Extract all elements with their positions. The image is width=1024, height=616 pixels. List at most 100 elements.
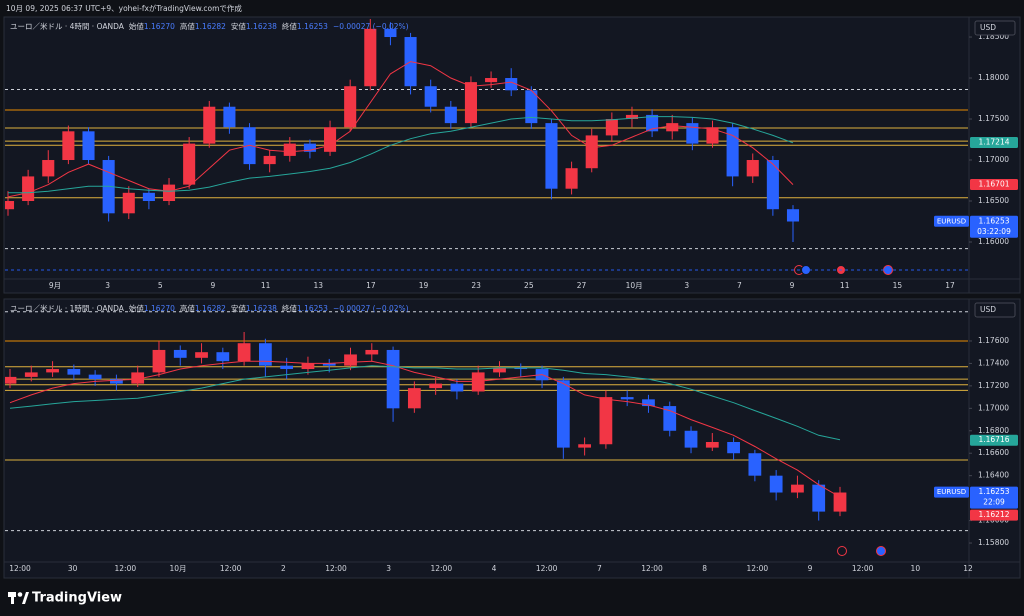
candle-body [122,192,135,214]
legend-symbol: ユーロ／米ドル · 1時間 · OANDA [10,303,125,313]
legend-change: −0.00027 (−0.02%) [333,22,409,31]
currency: USD [980,305,996,314]
candle-body [82,131,95,161]
x-tick-label: 10月 [169,564,186,573]
candle-body [203,106,216,144]
candle-body [791,484,804,493]
candle-body [344,86,357,128]
x-tick-label: 17 [945,281,955,290]
legend: ユーロ／米ドル · 1時間 · OANDA 始値1.16270 高値1.16282 安… [10,303,409,313]
candle-body [450,383,464,392]
x-tick-label: 27 [577,281,587,290]
x-tick-label: 9 [808,564,813,573]
candle-body [42,160,55,177]
candle-body [386,349,400,409]
symbol-label-box [934,215,969,227]
candle-body [344,354,357,366]
candle-body [237,343,251,362]
symbol-label: EURUSD [937,217,966,225]
y-tick-label: 1.16500 [978,196,1009,205]
price-label: 1.17214 [978,137,1009,146]
y-tick-label: 1.16400 [978,471,1009,480]
candle-body [152,349,166,373]
candle-body [605,119,618,136]
candle-body [303,143,316,152]
candle-body [162,184,176,202]
candle-body [22,176,35,202]
candle-body [301,363,315,370]
price-timer: 03:22:09 [977,227,1011,236]
candle-body [812,484,826,512]
candle-body [646,114,659,132]
x-tick-label: 3 [386,564,391,573]
candle-body [726,127,739,177]
x-tick-label: 11 [261,281,271,290]
y-tick-label: 1.17500 [978,114,1009,123]
price-label-box [970,434,1018,446]
header: 10月 09, 2025 06:37 UTC+9、yohei-fxがTradin… [6,3,242,13]
price-label: 1.16253 [978,487,1009,496]
x-tick-label: 12:00 [9,564,31,573]
legend-label: 始値 [129,21,144,31]
candle-body [24,372,38,377]
candle-body [464,82,477,124]
x-tick-label: 25 [524,281,534,290]
candle-body [706,127,719,144]
logo-icon [17,592,23,597]
candle-body [625,114,639,120]
candle-body [746,160,759,177]
x-tick-label: 9 [211,281,216,290]
x-tick-label: 4 [492,564,497,573]
event-icon[interactable] [876,546,886,556]
currency-box [974,20,1016,36]
x-tick-label: 5 [158,281,163,290]
candle-body [769,475,783,493]
moving-average [8,116,794,194]
legend-label: 高値 [180,21,195,31]
y-tick-label: 1.17400 [978,358,1009,367]
candle-body [365,349,379,355]
candle-body [424,86,437,107]
price-label-box [970,179,1018,191]
legend-value: 1.16270 [144,304,175,313]
candle-body [131,372,145,384]
x-tick-label: 10 [911,564,921,573]
x-tick-label: 7 [737,281,742,290]
logo-icon [11,597,14,604]
logo-icon [22,592,29,604]
symbol-label: EURUSD [937,488,966,496]
y-tick-label: 1.18500 [978,32,1009,41]
event-icon[interactable] [837,546,847,556]
candle-body [223,106,236,128]
currency-box [974,302,1016,318]
legend-label: 終値 [282,21,297,31]
candle-body [429,383,443,389]
candle-body [364,28,377,87]
candle-body [684,430,698,448]
price-label-box [970,136,1018,148]
x-tick-label: 12:00 [115,564,137,573]
candle-body [324,127,337,152]
candle-body [173,349,187,358]
y-tick-label: 1.17200 [978,381,1009,390]
candle-body [727,442,740,454]
candle-body [142,192,155,202]
y-tick-label: 1.15800 [978,538,1009,547]
candle-body [545,123,558,189]
legend-value: 1.16238 [246,22,277,31]
candle-body [46,369,59,373]
price-label: 1.16701 [978,180,1009,189]
y-tick-label: 1.18000 [978,73,1009,82]
x-tick-label: 12 [963,564,973,573]
x-tick-label: 17 [366,281,376,290]
candle-body [407,388,421,409]
candle-body [666,123,679,132]
candle-body [686,123,699,144]
candle-body [259,343,272,366]
symbol-label-box [934,486,969,498]
y-tick-label: 1.17000 [978,155,1009,164]
legend-label: 始値 [129,303,144,313]
y-tick-label: 1.17000 [978,403,1009,412]
candle-body [599,397,613,445]
